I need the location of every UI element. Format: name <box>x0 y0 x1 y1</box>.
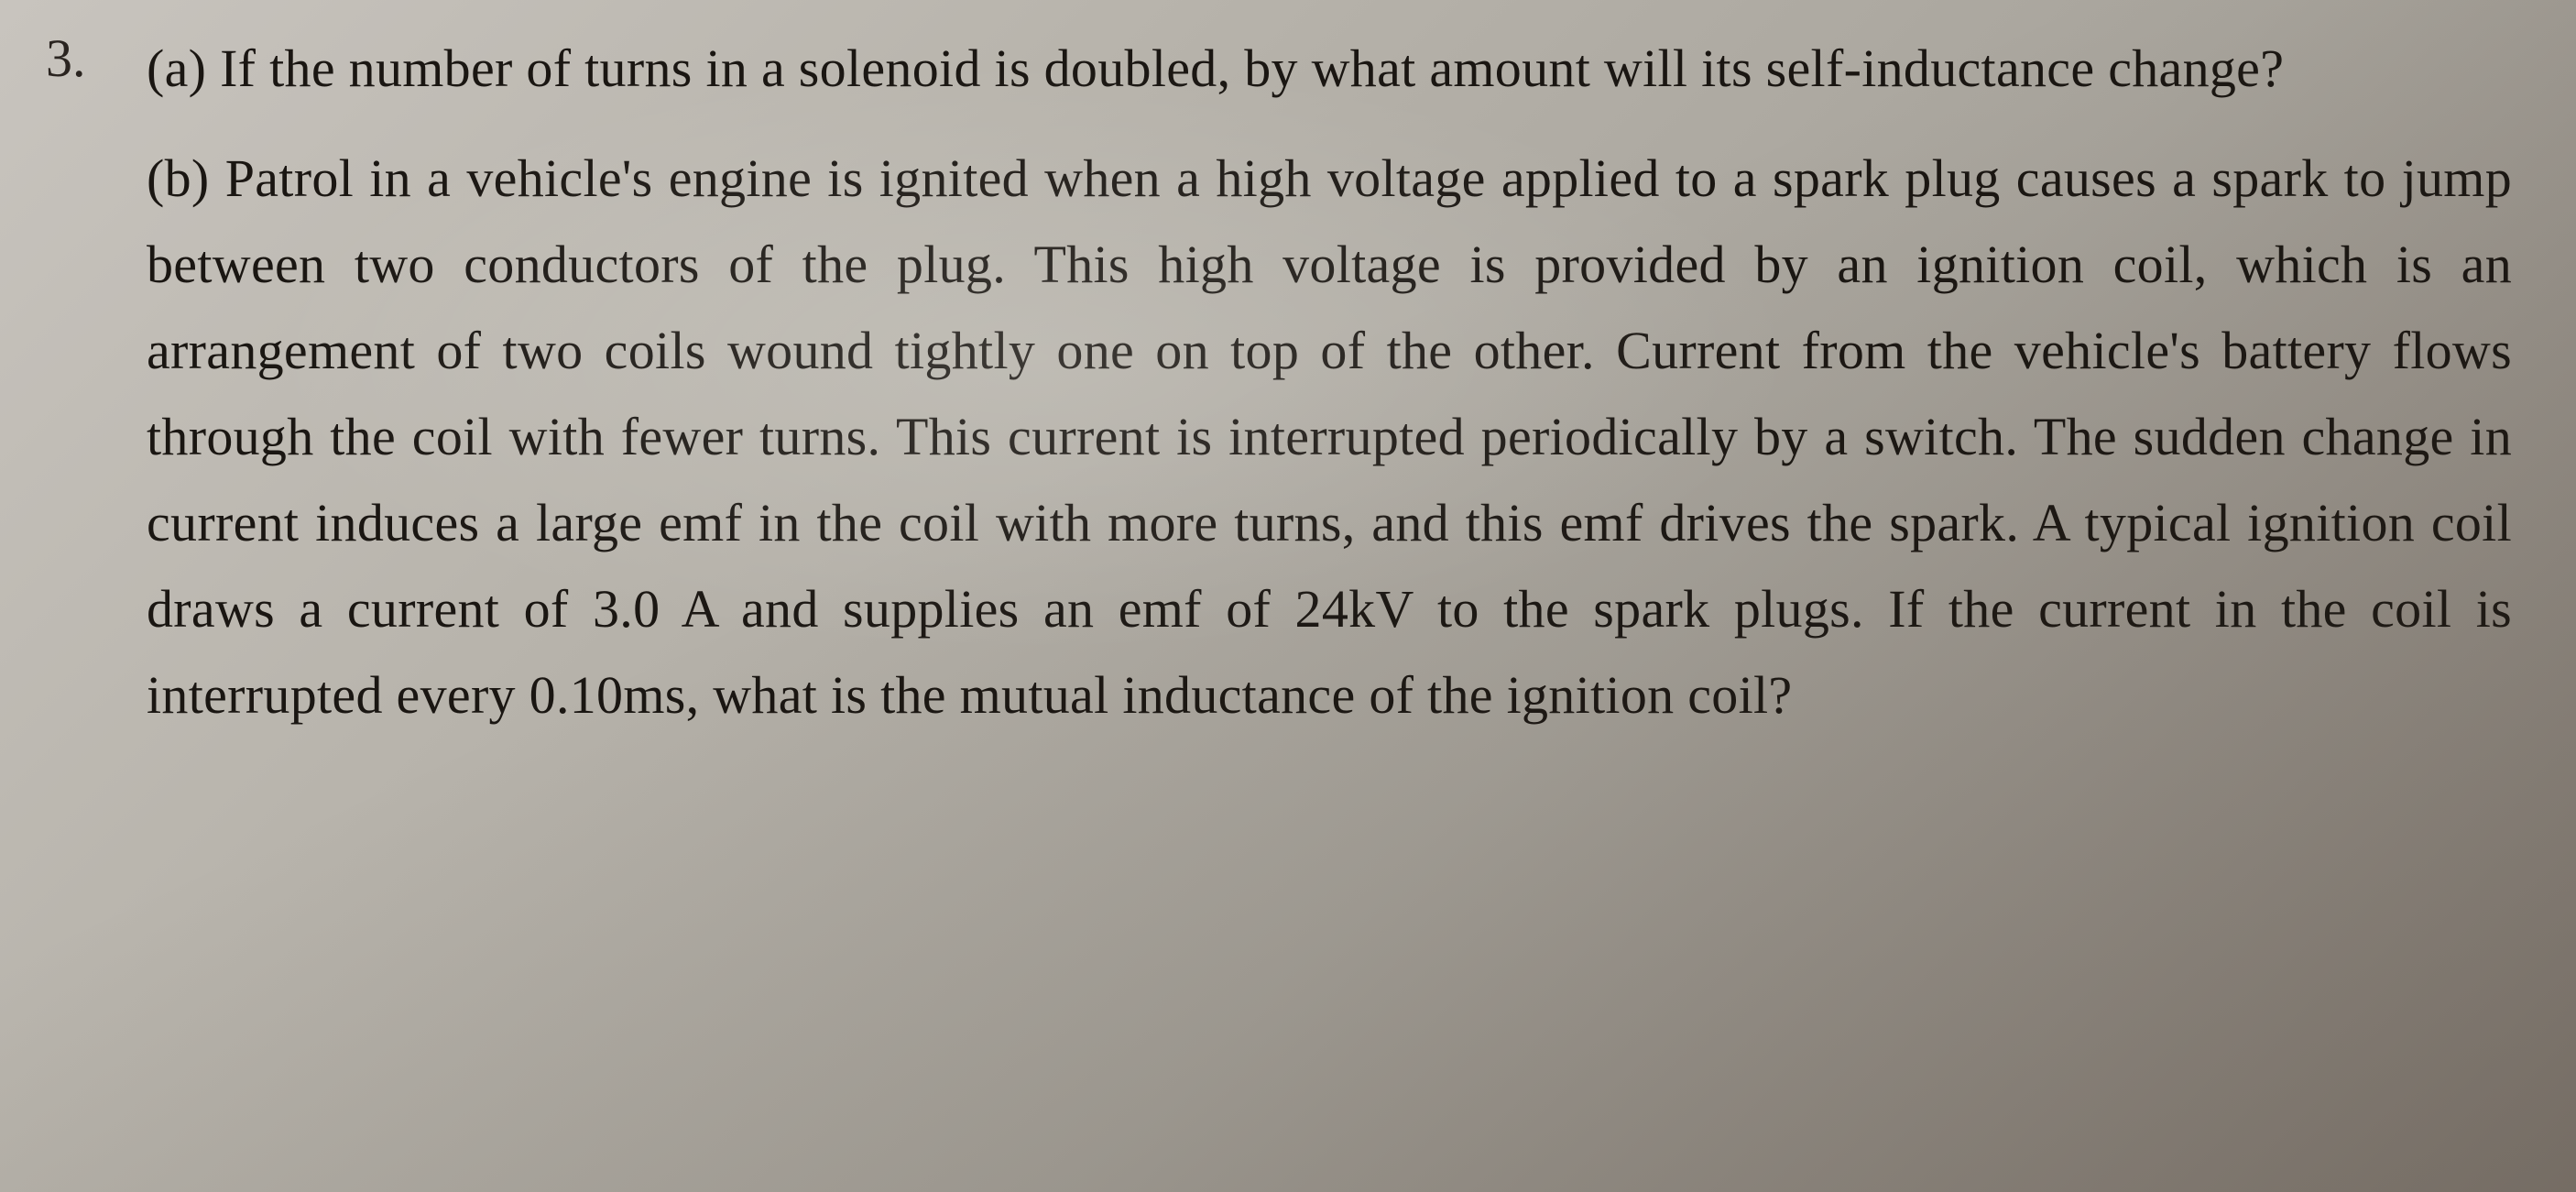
question-number: 3. <box>46 27 110 89</box>
question-part-b: (b) Patrol in a vehicle's engine is igni… <box>147 136 2512 738</box>
question-part-a: (a) If the number of turns in a solenoid… <box>147 27 2512 110</box>
question-block: 3. (a) If the number of turns in a solen… <box>46 27 2512 738</box>
document-page: 3. (a) If the number of turns in a solen… <box>0 0 2576 766</box>
question-content: (a) If the number of turns in a solenoid… <box>147 27 2512 738</box>
